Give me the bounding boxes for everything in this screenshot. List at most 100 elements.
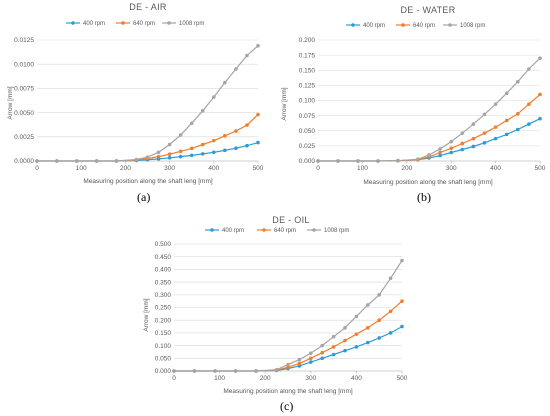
y-tick-label: 0.200 [299,37,316,44]
data-point [134,157,139,162]
legend-marker [167,21,171,25]
y-tick-label: 0.200 [155,317,172,324]
data-point [400,299,404,303]
legend-marker [448,23,452,27]
data-point [366,340,370,345]
x-tick-label: 100 [357,165,368,172]
legend-label: 400 rpm [363,23,385,29]
data-point [256,44,260,48]
data-point [366,326,370,330]
legend-label: 1008 rpm [460,23,485,29]
y-tick-label: 0.175 [299,52,316,59]
x-tick-label: 200 [260,375,271,382]
data-point [213,369,217,373]
data-point [388,331,393,335]
data-point [449,146,454,151]
data-point [438,147,442,151]
data-point [245,123,249,127]
data-point [482,112,487,117]
data-point [471,136,476,141]
series-line-640-rpm [174,300,403,372]
data-point [114,159,119,163]
chart-title: DE - WATER [401,5,456,15]
legend: 400 rpm 640 rpm 1008 rpm [205,228,349,234]
y-tick-label: 0.0125 [14,37,34,44]
data-point [482,131,487,135]
data-point [471,144,476,149]
series-line-640-rpm [318,94,541,162]
data-point [400,258,404,263]
data-point [354,332,359,336]
data-point [354,314,359,319]
data-point [438,150,442,155]
data-point [416,157,420,161]
data-point [438,153,442,158]
legend-marker [401,23,405,27]
data-point [331,352,336,357]
data-point [200,152,205,156]
data-point [388,309,393,314]
y-tick-label: 0.500 [155,241,172,248]
data-point [449,150,454,155]
x-tick-label: 400 [351,375,362,382]
x-axis-ticks: 0 100 200 300 400 500 [35,161,264,172]
data-point [167,156,172,160]
data-point [377,318,382,323]
data-point [356,159,360,163]
data-point [504,118,509,123]
y-tick-label: 0.150 [155,330,172,337]
data-point [320,350,325,355]
data-point [297,357,302,362]
data-point [245,143,249,148]
data-point [189,146,194,151]
data-point [493,136,498,141]
data-point [286,365,290,369]
data-point [212,95,216,99]
data-point [167,152,172,157]
data-point [377,336,382,340]
y-tick-label: 0.400 [155,267,172,274]
data-point [527,67,531,71]
data-point [377,293,382,297]
x-tick-label: 200 [401,165,412,172]
panel-de-air: DE - AIR 400 rpm 640 rpm 1008 rpm 0.00000.… [7,2,264,204]
panel-caption: (b) [417,190,431,204]
data-point [233,369,238,373]
x-tick-label: 300 [305,375,316,382]
legend: 400 rpm 640 rpm 1008 rpm [346,23,485,29]
legend-marker [210,228,214,232]
data-point [74,159,79,163]
x-axis-ticks: 0 100 200 300 400 500 [316,161,546,172]
data-point [336,159,340,163]
y-tick-label: 0.0000 [14,158,34,165]
y-tick-label: 0.0050 [14,110,34,117]
legend: 400 rpm 640 rpm 1008 rpm [66,21,204,27]
y-tick-label: 0.0075 [14,86,34,93]
y-tick-label: 0.0100 [14,61,34,68]
data-point [245,53,249,58]
data-point [256,140,260,145]
data-point [343,338,347,343]
x-tick-label: 200 [120,165,131,172]
data-point [94,159,99,163]
x-tick-label: 0 [35,165,39,172]
data-point [309,360,313,364]
x-tick-label: 100 [76,165,87,172]
y-tick-label: 0.025 [299,143,316,150]
y-tick-label: 0.050 [155,356,172,363]
data-point [167,142,172,147]
data-point [388,276,393,281]
data-point [504,91,509,96]
y-tick-label: 0.100 [155,343,172,350]
data-point [189,153,194,158]
y-tick-label: 0.150 [299,67,316,74]
panel-caption: (a) [137,190,150,204]
data-point [223,80,227,85]
data-point [516,79,520,84]
legend-marker [262,228,266,232]
data-point [254,369,258,373]
data-point [460,141,465,146]
legend-label: 1008 rpm [324,228,349,234]
data-point [192,369,197,373]
data-point [297,361,302,366]
